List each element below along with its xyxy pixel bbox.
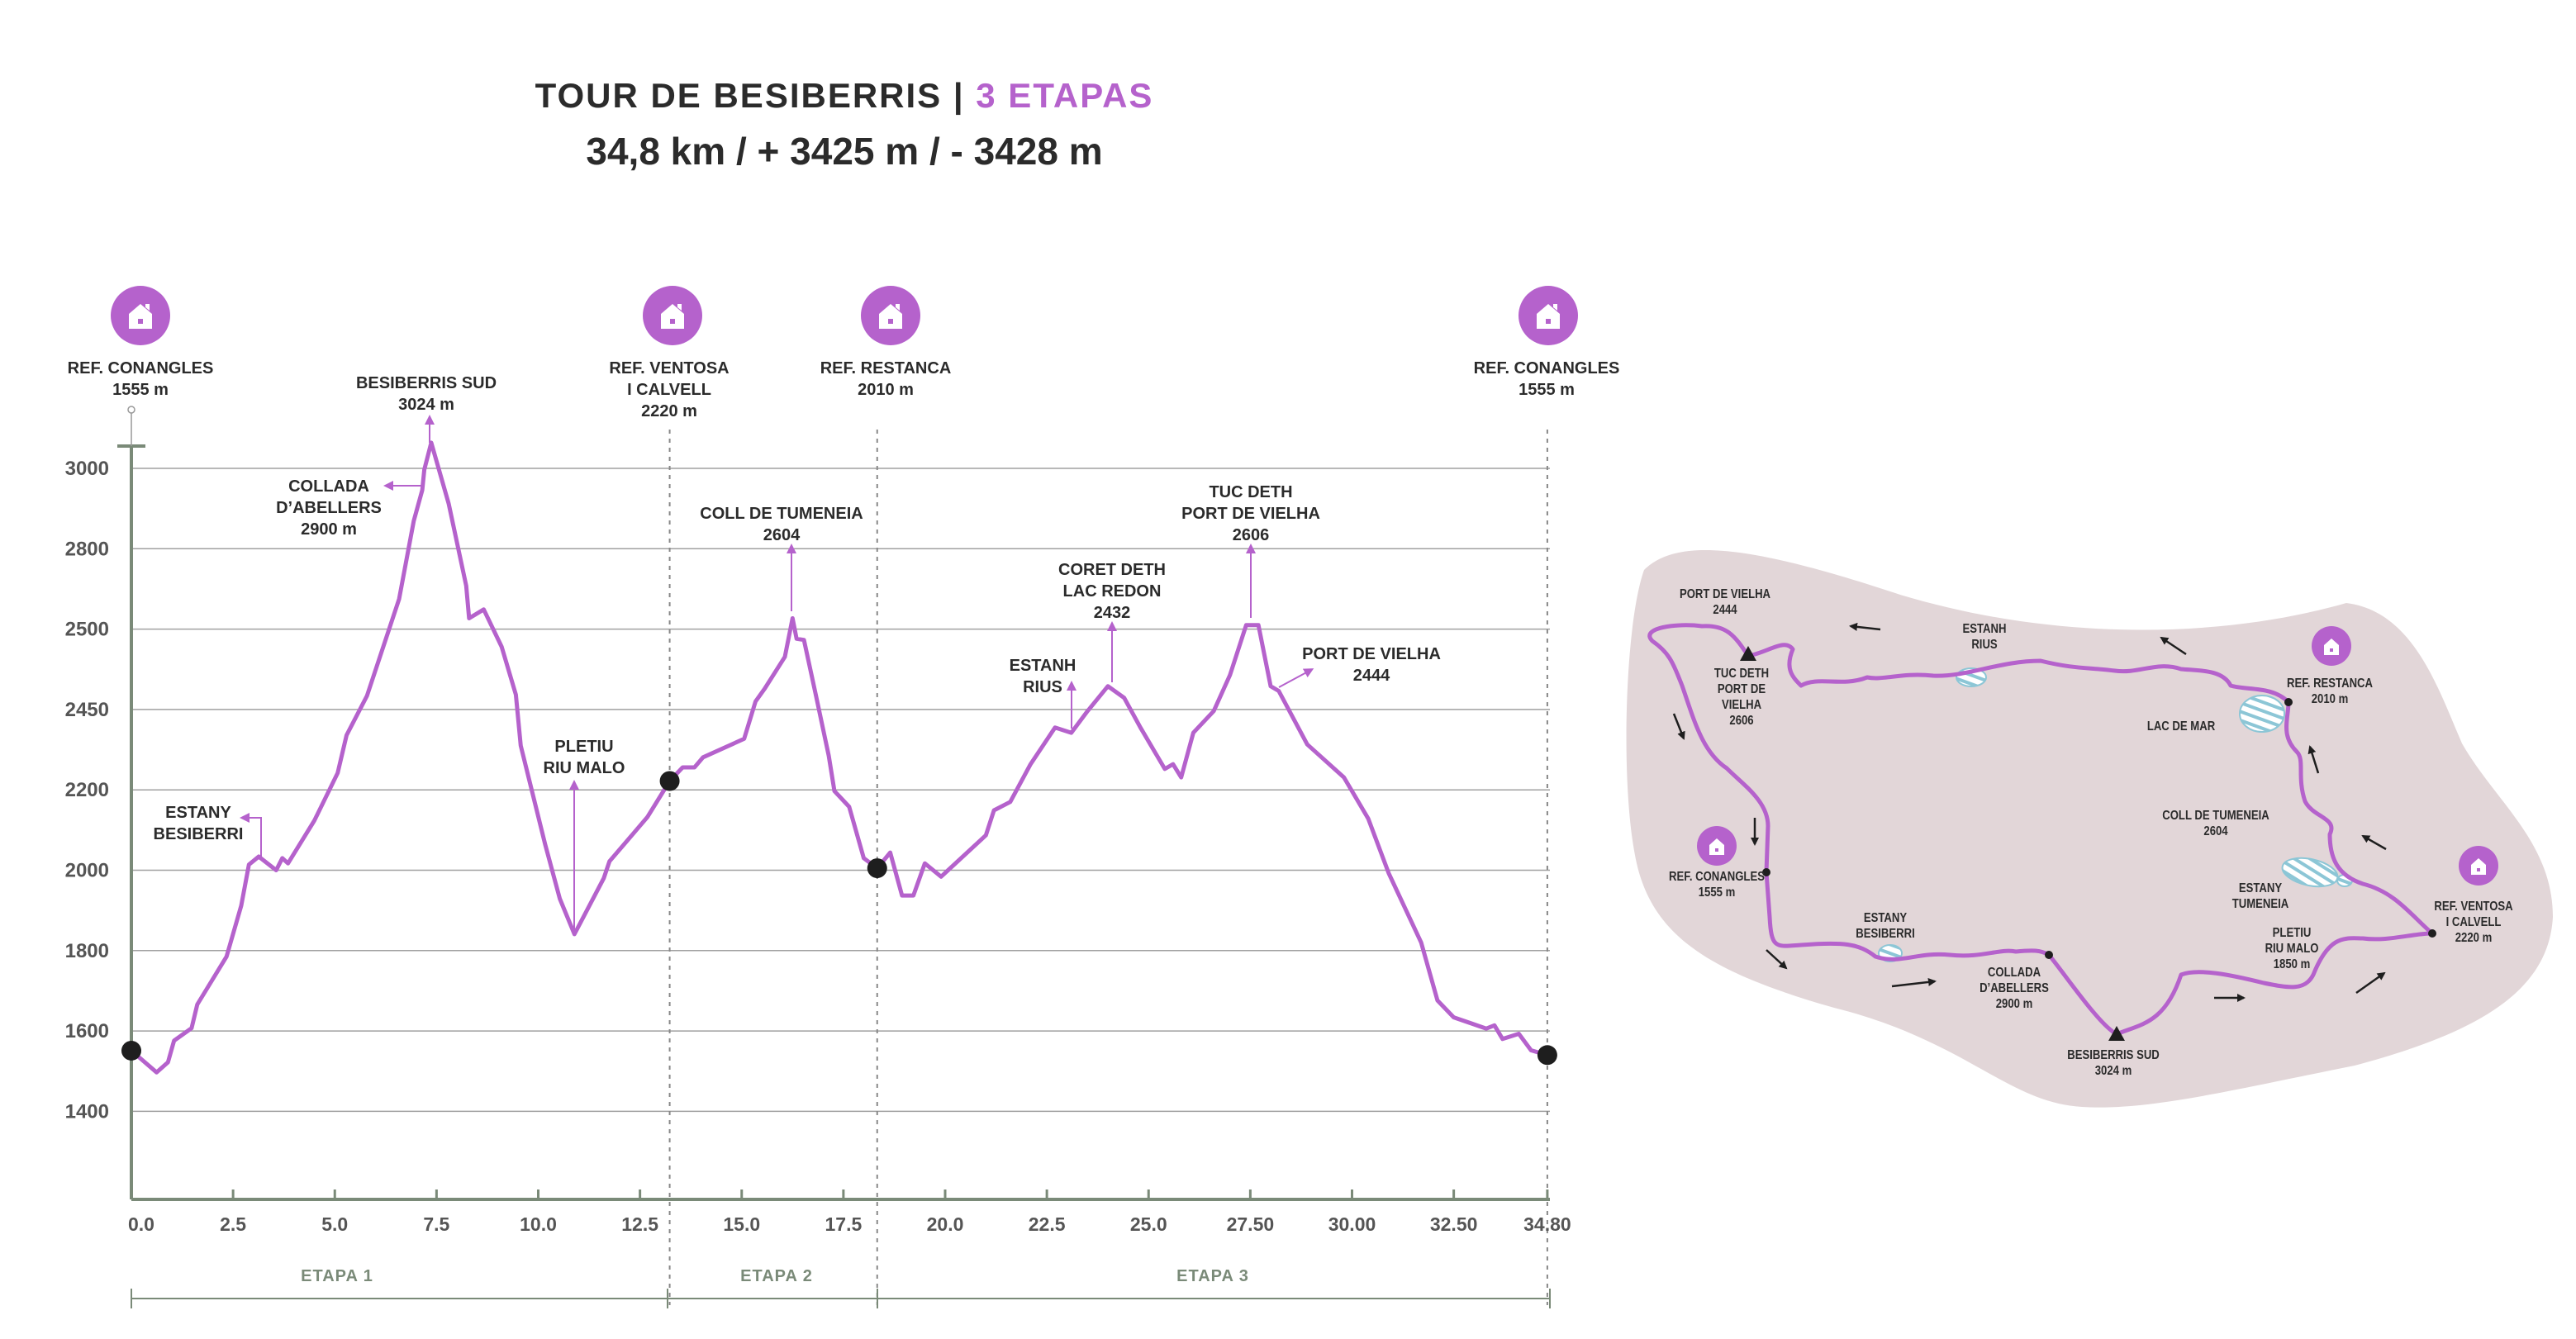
arrow-icon (1766, 949, 1788, 970)
annotation-pletiu: PLETIU RIU MALO (543, 738, 625, 777)
peak-triangle-icon (2108, 1026, 2125, 1041)
refuge-stop-dot (867, 858, 887, 879)
annotation-leaders (240, 415, 1314, 935)
y-tick-label: 1400 (65, 1100, 109, 1123)
waypoint-dot (2284, 698, 2293, 706)
annotation-coret: CORET DETH LAC REDON 2432 (1058, 561, 1166, 622)
y-axis-stem-top (127, 406, 135, 414)
elevation-line (130, 440, 1548, 1075)
x-tick-label: 2.5 (220, 1213, 246, 1235)
refuge-label-conangles-end: REF. CONANGLES 1555 m (1473, 359, 1620, 399)
x-tick-labels: 0.0 2.5 5.0 7.5 10.0 12.5 15.0 17.5 20.0 22.5 25.0… (128, 1189, 1571, 1235)
refuge-hut-icon (111, 286, 170, 345)
lakes (1878, 667, 2353, 962)
map-refuge-hut-icon (2459, 846, 2498, 886)
y-tick-label: 2200 (65, 779, 109, 801)
annotation-coll-tumeneia: COLL DE TUMENEIA 2604 (700, 505, 863, 544)
x-tick-label: 17.5 (825, 1213, 862, 1235)
x-tick-label: 30.00 (1328, 1213, 1376, 1235)
leader-port-vielha (1278, 668, 1314, 688)
x-tick-label: 22.5 (1029, 1213, 1066, 1235)
map-direction-arrows (1672, 622, 2387, 1002)
annotation-estanh-rius: ESTANH RIUS (1009, 657, 1077, 696)
arrow-icon (2355, 971, 2386, 995)
chart-title: TOUR DE BESIBERRIS | 3 ETAPAS (0, 76, 1689, 116)
leader-estany-besiberri (240, 813, 262, 857)
y-tick-label: 1600 (65, 1020, 109, 1042)
refuge-label-restanca: REF. RESTANCA 2010 m (820, 359, 952, 399)
refuge-label-ventosa: REF. VENTOSA I CALVELL 2220 m (609, 359, 730, 420)
stage-label-1: ETAPA 1 (301, 1267, 373, 1285)
arrow-icon (2160, 636, 2187, 656)
waypoint-dot (2045, 951, 2053, 959)
x-tick-label: 32.50 (1430, 1213, 1478, 1235)
arrow-icon (2307, 745, 2320, 774)
refuge-stop-dot (121, 1040, 141, 1061)
x-tick-label: 7.5 (423, 1213, 449, 1235)
map-label-collada: COLLADA D’ABELLERS 2900 m (1980, 966, 2049, 1011)
y-tick-label: 2450 (65, 699, 109, 721)
annotation-tuc: TUC DETH PORT DE VIELHA 2606 (1181, 483, 1320, 544)
title-main: TOUR DE BESIBERRIS | (535, 76, 965, 115)
annotation-collada: COLLADA D’ABELLERS 2900 m (276, 477, 382, 539)
map-label-estany-besiberri: ESTANY BESIBERRI (1856, 911, 1915, 941)
refuge-hut-icon (643, 286, 702, 345)
arrow-icon (2361, 834, 2387, 851)
x-tick-label: 0.0 (128, 1213, 154, 1235)
x-tick-label: 5.0 (321, 1213, 348, 1235)
y-tick-label: 1800 (65, 940, 109, 962)
stage-label-2: ETAPA 2 (740, 1267, 813, 1285)
map-label-lac-de-mar: LAC DE MAR (2146, 719, 2216, 734)
y-tick-label: 2000 (65, 860, 109, 882)
waypoint-dot (2428, 929, 2436, 938)
map-label-besiberris-sud: BESIBERRIS SUD 3024 m (2067, 1048, 2160, 1078)
stage-brackets (131, 1289, 1551, 1308)
gridlines (131, 468, 1550, 1113)
route-map (1626, 550, 2553, 1108)
arrow-icon (1891, 977, 1937, 988)
lake-lac-de-mar (2239, 695, 2285, 733)
x-tick-label: 12.5 (621, 1213, 658, 1235)
arrow-icon (1849, 622, 1881, 631)
map-label-conangles: REF. CONANGLES 1555 m (1669, 870, 1765, 900)
refuge-hut-icon (1519, 286, 1578, 345)
refuge-label-conangles-start: REF. CONANGLES 1555 m (67, 359, 214, 399)
map-area-shape (1626, 550, 2553, 1108)
peak-triangle-icon (1740, 646, 1756, 661)
y-tick-label: 3000 (65, 458, 109, 480)
x-tick-label: 25.0 (1130, 1213, 1167, 1235)
x-tick-label: 10.0 (520, 1213, 557, 1235)
x-tick-label: 20.0 (927, 1213, 964, 1235)
chart-subtitle: 34,8 km / + 3425 m / - 3428 m (586, 130, 1103, 173)
map-label-estany-tumeneia: ESTANY TUMENEIA (2231, 881, 2289, 911)
map-label-pletiu: PLETIU RIU MALO 1850 m (2265, 926, 2319, 971)
y-tick-label: 2800 (65, 538, 109, 560)
title-accent: 3 ETAPAS (976, 76, 1154, 115)
x-tick-label: 15.0 (723, 1213, 760, 1235)
refuge-stop-dots (121, 771, 1557, 1066)
map-label-ventosa: REF. VENTOSA I CALVELL 2220 m (2434, 900, 2513, 945)
map-label-restanca: REF. RESTANCA 2010 m (2287, 677, 2373, 706)
annotation-port-vielha: PORT DE VIELHA 2444 (1302, 645, 1441, 685)
x-tick-label: 34.80 (1523, 1213, 1571, 1235)
annotation-besiberris-sud: BESIBERRIS SUD 3024 m (355, 374, 497, 414)
annotation-estany-besiberri: ESTANY BESIBERRI (153, 804, 244, 843)
map-label-coll-tumeneia: COLL DE TUMENEIA 2604 (2162, 809, 2269, 838)
map-refuge-hut-icon (2312, 626, 2351, 666)
refuge-stop-dot (659, 771, 680, 791)
map-label-tuc: TUC DETH PORT DE VIELHA 2606 (1713, 667, 1770, 728)
map-refuge-hut-icon (1697, 826, 1737, 866)
y-tick-label: 2500 (65, 619, 109, 641)
x-tick-label: 27.50 (1227, 1213, 1275, 1235)
map-label-port-vielha: PORT DE VIELHA 2444 (1679, 587, 1771, 617)
arrow-icon (1672, 713, 1685, 740)
refuge-stop-dot (1537, 1045, 1557, 1066)
waypoint-dot (1762, 868, 1770, 876)
map-label-estanh-rius: ESTANH RIUS (1962, 622, 2007, 652)
refuge-hut-icon (861, 286, 920, 345)
y-tick-labels: 3000 2800 2500 2450 2200 2000 1800 1600 1400 (65, 458, 109, 1123)
stage-label-3: ETAPA 3 (1176, 1267, 1249, 1285)
